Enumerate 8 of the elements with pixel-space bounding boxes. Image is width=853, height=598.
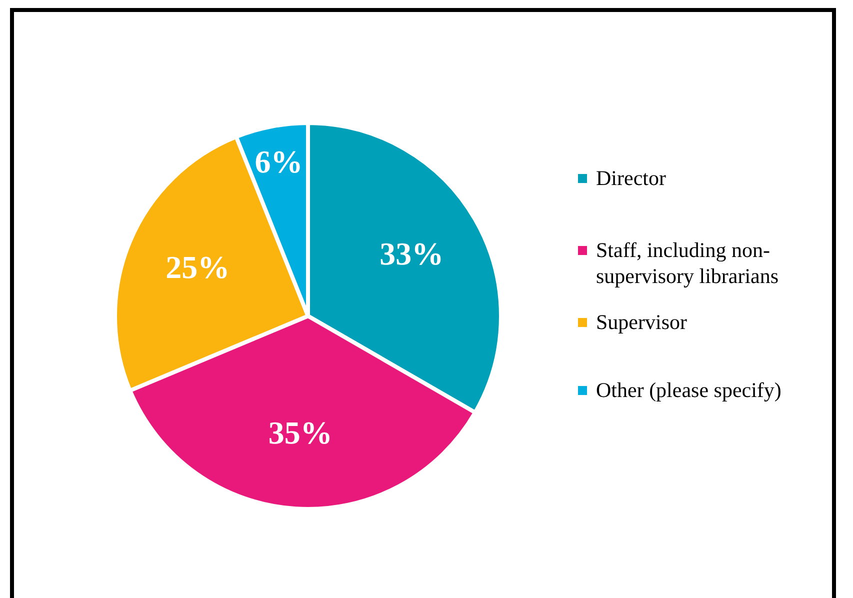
legend-label: Director <box>596 165 666 191</box>
data-label: 25% <box>166 249 230 286</box>
data-label: 35% <box>268 414 332 451</box>
data-label: 33% <box>380 235 444 272</box>
legend-label: Other (please specify) <box>596 377 782 403</box>
data-label: 6% <box>254 144 303 180</box>
legend-label: Staff, including non-supervisory librarians <box>596 237 780 289</box>
legend-label: Supervisor <box>596 309 687 335</box>
